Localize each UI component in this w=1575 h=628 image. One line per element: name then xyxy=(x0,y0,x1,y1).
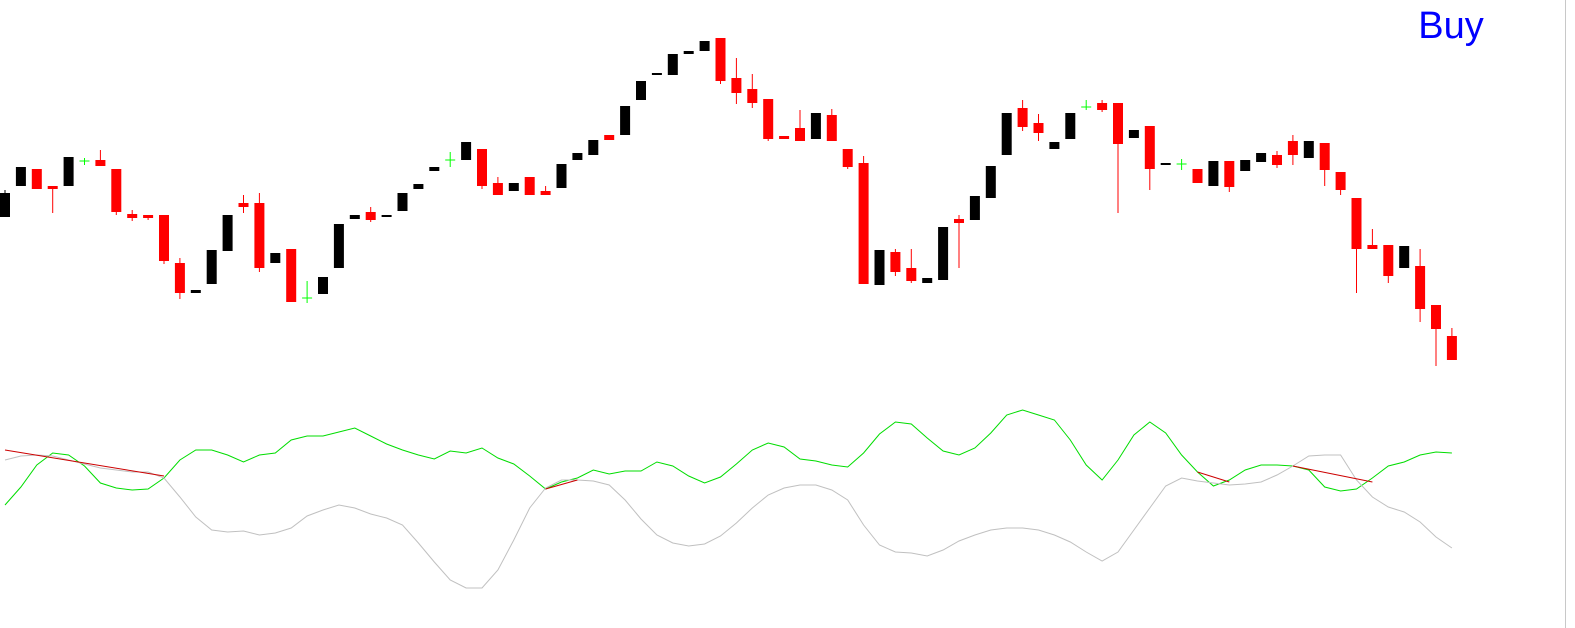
candle-body xyxy=(1303,141,1314,158)
oscillator-line xyxy=(4,409,1452,506)
candle-body xyxy=(874,250,885,285)
candle-body xyxy=(715,38,726,81)
candle-body xyxy=(540,191,551,195)
candle-body xyxy=(47,186,58,189)
candle-body xyxy=(254,203,265,268)
candle-body xyxy=(524,177,535,195)
candle-body xyxy=(318,277,328,294)
candle-body xyxy=(1192,169,1203,183)
candle-body xyxy=(1383,245,1394,276)
candle-body xyxy=(1001,113,1012,155)
candle-body xyxy=(159,215,169,261)
candle-body xyxy=(477,149,487,186)
candle-body xyxy=(1224,161,1235,187)
candle-body xyxy=(556,164,567,188)
candle-body xyxy=(842,149,853,167)
candle-body xyxy=(890,252,901,272)
candle-body xyxy=(333,224,344,268)
candle-body xyxy=(222,215,233,251)
divergence-line xyxy=(545,479,578,490)
candle-body xyxy=(1033,123,1044,133)
candle-body xyxy=(143,215,154,218)
candle-body xyxy=(810,113,821,139)
candle-body xyxy=(111,169,122,212)
candle-body xyxy=(1240,160,1251,171)
signal-label: Buy xyxy=(1418,5,1483,47)
candle-body xyxy=(1049,142,1060,149)
candle-body xyxy=(461,142,472,160)
candle-body xyxy=(985,166,996,198)
candle-body xyxy=(270,253,281,263)
candle-body xyxy=(1017,108,1028,127)
candle-body xyxy=(1367,245,1378,249)
candle-body xyxy=(683,51,694,54)
candle-body xyxy=(206,250,217,284)
candle-body xyxy=(1128,130,1139,138)
candle-body xyxy=(381,215,392,217)
candle-body xyxy=(1144,126,1155,169)
candle-body xyxy=(1431,305,1441,329)
candle-body xyxy=(1335,172,1346,190)
candle-body xyxy=(969,196,980,220)
candle-body xyxy=(588,140,599,155)
candle-body xyxy=(1256,153,1267,162)
candle-body xyxy=(572,153,583,160)
candle-body xyxy=(651,73,662,75)
candle-body xyxy=(604,135,615,140)
candle-body xyxy=(1065,113,1076,139)
candle-body xyxy=(620,106,631,135)
candle-body xyxy=(365,212,376,220)
candle-body xyxy=(190,290,201,293)
candle-body xyxy=(922,278,933,283)
candle-body xyxy=(1399,246,1410,268)
candle-body xyxy=(238,203,249,207)
candle-body xyxy=(63,157,74,186)
candle-body xyxy=(127,214,138,218)
candle-body xyxy=(667,54,678,75)
candle-body xyxy=(397,193,408,211)
candle-body xyxy=(906,268,917,281)
candle-body xyxy=(0,193,10,217)
candle-body xyxy=(349,215,360,219)
candle-body xyxy=(938,227,949,280)
candle-body xyxy=(413,184,424,189)
candle-body xyxy=(492,183,503,195)
candle-body xyxy=(858,163,869,284)
candle-body xyxy=(731,78,742,93)
candle-body xyxy=(286,249,297,302)
candle-body xyxy=(699,41,710,51)
divergence-line xyxy=(1197,471,1230,483)
candle-body xyxy=(1415,266,1426,309)
candle-body xyxy=(174,263,185,293)
candle-body xyxy=(1160,163,1171,165)
candle-body xyxy=(508,183,519,191)
divergence-line xyxy=(1292,465,1373,483)
candle-body xyxy=(95,160,106,166)
candle-body xyxy=(1272,155,1282,165)
candle-body xyxy=(826,115,837,141)
candle-body xyxy=(1287,141,1298,155)
candle-body xyxy=(636,81,646,100)
divergence-line xyxy=(4,449,165,477)
candle-body xyxy=(954,219,964,223)
candle-body xyxy=(763,99,774,139)
candle-body xyxy=(15,167,26,186)
candle-body xyxy=(1113,103,1123,144)
candle-body xyxy=(1446,336,1457,360)
candle-body xyxy=(1319,143,1330,170)
candle-body xyxy=(429,167,440,171)
candle-body xyxy=(779,136,790,139)
candle-body xyxy=(1208,161,1219,186)
candle-body xyxy=(1097,103,1108,110)
candle-body xyxy=(31,169,42,189)
oscillator-line xyxy=(4,454,1453,589)
candle-body xyxy=(747,89,758,103)
candle-body xyxy=(1351,198,1362,249)
candle-body xyxy=(795,128,805,141)
